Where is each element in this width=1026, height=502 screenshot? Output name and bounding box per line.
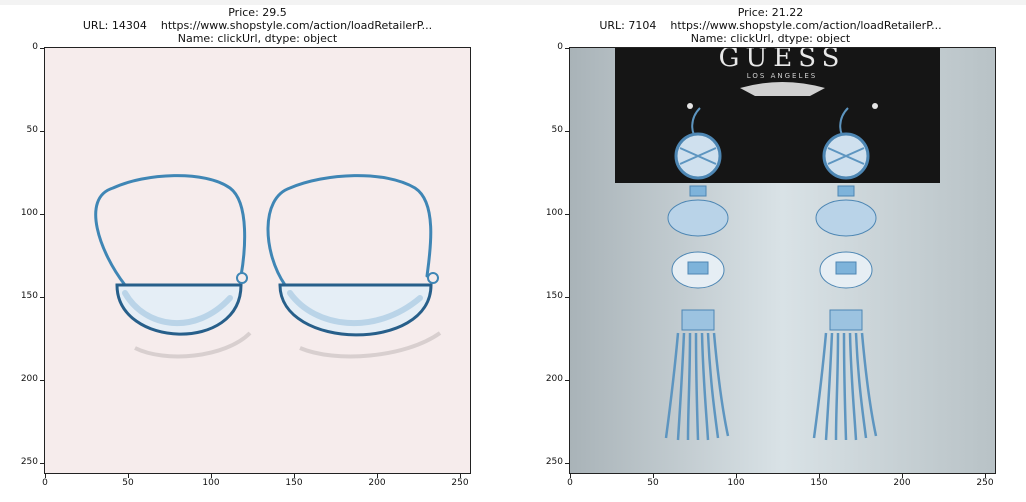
x-tick-label: 0 [567,478,573,488]
price-label: Price: 21.22 [737,6,804,19]
y-tickmark [565,463,569,464]
panel-title: Price: 29.5 URL: 14304 https://www.shops… [0,6,515,45]
x-tickmark [736,474,737,478]
x-tick-label: 0 [42,478,48,488]
image-axes [44,47,471,474]
x-tickmark [819,474,820,478]
x-tickmark [902,474,903,478]
y-tickmark [565,380,569,381]
x-tickmark [985,474,986,478]
y-tick-label: 200 [545,374,563,384]
x-tick-label: 150 [285,478,303,488]
x-tickmark [570,474,571,478]
name-label: Name: clickUrl, dtype: object [690,32,851,45]
y-tickmark [40,131,44,132]
y-tick-label: 150 [20,291,38,301]
y-tickmark [40,214,44,215]
y-tickmark [40,463,44,464]
y-tick-label: 150 [545,291,563,301]
x-tickmark [377,474,378,478]
x-tickmark [460,474,461,478]
y-tick-label: 250 [20,457,38,467]
y-tick-label: 200 [20,374,38,384]
name-label: Name: clickUrl, dtype: object [177,32,338,45]
earrings-hoop-photo-icon [45,48,470,473]
y-tick-label: 250 [545,457,563,467]
y-tickmark [565,48,569,49]
x-tick-label: 200 [368,478,386,488]
url-label: URL: 7104 https://www.shopstyle.com/acti… [599,19,942,32]
top-strip [0,0,1026,5]
y-tickmark [40,297,44,298]
y-tickmark [565,214,569,215]
brand-text: GUESS [719,48,846,73]
y-tick-label: 50 [26,125,38,135]
price-label: Price: 29.5 [228,6,287,19]
brand-sub-text: LOS ANGELES [747,72,817,80]
y-tick-label: 100 [545,208,563,218]
x-tickmark [128,474,129,478]
x-tickmark [653,474,654,478]
figure-panel-1: Price: 29.5 URL: 14304 https://www.shops… [0,6,515,488]
image-axes: GUESS LOS ANGELES [569,47,996,474]
x-tick-label: 50 [647,478,659,488]
x-tick-label: 150 [810,478,828,488]
x-tickmark [211,474,212,478]
earrings-tassel-photo-icon: GUESS LOS ANGELES [570,48,995,473]
y-tick-label: 0 [32,42,38,52]
y-tick-label: 100 [20,208,38,218]
url-label: URL: 14304 https://www.shopstyle.com/act… [82,19,433,32]
panel-title: Price: 21.22 URL: 7104 https://www.shops… [515,6,1026,45]
y-tickmark [565,131,569,132]
x-tick-label: 100 [727,478,745,488]
y-tickmark [40,380,44,381]
x-tick-label: 50 [122,478,134,488]
x-tick-label: 250 [976,478,994,488]
x-tick-label: 100 [202,478,220,488]
figure-panel-2: Price: 21.22 URL: 7104 https://www.shops… [515,0,1026,502]
x-tickmark [45,474,46,478]
x-tickmark [294,474,295,478]
y-tickmark [565,297,569,298]
x-tick-label: 200 [893,478,911,488]
x-tick-label: 250 [451,478,469,488]
y-tickmark [40,48,44,49]
y-tick-label: 50 [551,125,563,135]
y-tick-label: 0 [557,42,563,52]
